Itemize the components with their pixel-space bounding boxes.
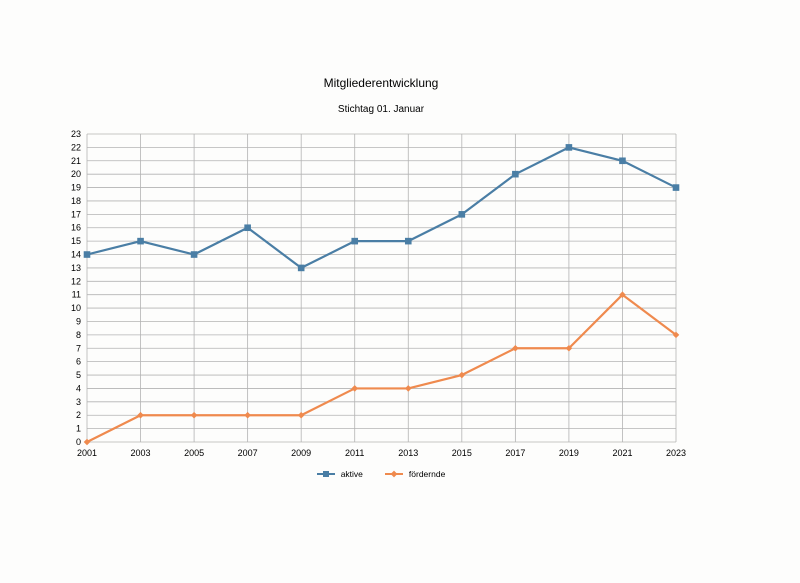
legend-aktive-swatch (316, 470, 335, 478)
y-tick-label: 23 (71, 129, 81, 139)
axis-labels: 0123456789101112131415161718192021222320… (71, 129, 686, 458)
x-tick-label: 2019 (559, 448, 579, 458)
data-point-foerdernde (458, 371, 466, 379)
grid-lines (86, 133, 677, 443)
x-tick-label: 2017 (505, 448, 525, 458)
legend: aktive fördernde (0, 469, 762, 479)
x-tick-label: 2021 (612, 448, 632, 458)
data-point-foerdernde (297, 411, 305, 419)
data-series (83, 144, 680, 446)
series-line-aktive (86, 146, 677, 270)
y-tick-label: 14 (71, 250, 81, 260)
data-point-aktive (297, 264, 305, 272)
data-point-aktive (619, 157, 626, 165)
data-point-aktive (672, 184, 680, 191)
data-point-foerdernde (137, 411, 144, 419)
x-tick-label: 2011 (345, 448, 364, 458)
y-tick-label: 15 (71, 236, 81, 246)
data-point-aktive (137, 237, 144, 245)
y-tick-label: 20 (71, 169, 81, 179)
y-tick-label: 3 (76, 397, 81, 407)
y-tick-label: 21 (71, 156, 81, 166)
legend-item-foerdernde: fördernde (384, 469, 446, 479)
data-point-foerdernde (619, 291, 626, 298)
x-tick-label: 2023 (666, 448, 686, 458)
legend-aktive-label: aktive (340, 469, 363, 479)
data-point-foerdernde (244, 411, 251, 419)
data-point-aktive (512, 170, 519, 178)
x-tick-label: 2003 (131, 448, 151, 458)
y-tick-label: 0 (76, 437, 81, 447)
data-point-foerdernde (672, 331, 680, 339)
y-tick-label: 8 (76, 330, 81, 340)
data-point-foerdernde (512, 344, 519, 352)
data-point-aktive (83, 251, 91, 258)
y-tick-label: 4 (76, 383, 81, 393)
x-tick-label: 2013 (398, 448, 418, 458)
data-point-foerdernde (190, 411, 198, 419)
data-point-aktive (404, 237, 412, 245)
y-tick-label: 16 (71, 223, 81, 233)
data-point-foerdernde (351, 385, 359, 392)
chart-subtitle: Stichtag 01. Januar (337, 104, 425, 115)
data-point-aktive (244, 224, 251, 232)
y-tick-label: 5 (76, 370, 81, 380)
x-tick-label: 2007 (238, 448, 258, 458)
series-line-foerdernde (86, 293, 677, 443)
y-tick-label: 22 (71, 142, 81, 152)
y-tick-label: 7 (76, 343, 81, 353)
data-point-aktive (565, 144, 573, 151)
data-point-aktive (190, 251, 198, 258)
legend-foerdernde-swatch (384, 470, 403, 478)
data-point-foerdernde (404, 385, 412, 392)
x-tick-label: 2001 (77, 448, 97, 458)
y-tick-label: 17 (71, 209, 81, 219)
y-tick-label: 11 (72, 290, 81, 300)
y-tick-label: 13 (71, 263, 81, 273)
y-tick-label: 12 (71, 276, 81, 286)
data-point-aktive (351, 237, 359, 245)
x-tick-label: 2009 (291, 448, 311, 458)
legend-foerdernde-label: fördernde (408, 469, 446, 479)
legend-item-aktive: aktive (316, 469, 363, 479)
x-tick-label: 2015 (452, 448, 472, 458)
y-tick-label: 10 (71, 303, 81, 313)
y-tick-label: 6 (76, 357, 81, 367)
data-point-foerdernde (565, 344, 573, 352)
data-point-aktive (458, 211, 466, 218)
y-tick-label: 2 (76, 410, 81, 420)
chart-title: Mitgliederentwicklung (323, 76, 439, 90)
x-tick-label: 2005 (184, 448, 204, 458)
y-tick-label: 1 (76, 424, 81, 434)
y-tick-label: 19 (71, 183, 81, 193)
data-point-foerdernde (83, 438, 91, 446)
y-tick-label: 18 (71, 196, 81, 206)
y-tick-label: 9 (76, 316, 81, 326)
